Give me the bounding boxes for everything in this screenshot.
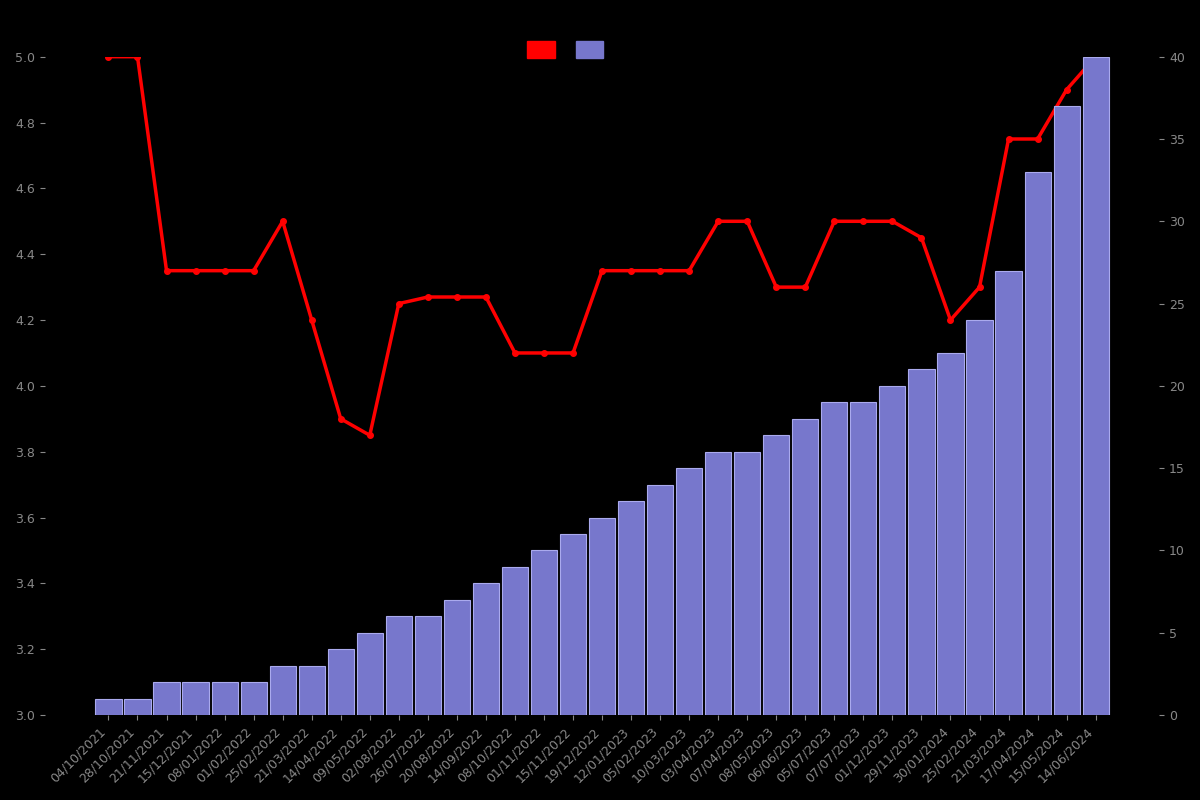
Bar	[328, 650, 354, 715]
Bar	[1082, 57, 1109, 715]
Bar	[560, 534, 586, 715]
Bar	[299, 666, 325, 715]
Legend: , : ,	[523, 38, 614, 62]
Bar	[734, 452, 761, 715]
Bar	[966, 320, 992, 715]
Bar	[676, 468, 702, 715]
Bar	[706, 452, 731, 715]
Bar	[908, 370, 935, 715]
Bar	[880, 386, 906, 715]
Bar	[385, 616, 412, 715]
Bar	[821, 402, 847, 715]
Bar	[240, 682, 266, 715]
Bar	[530, 550, 557, 715]
Bar	[996, 270, 1021, 715]
Bar	[270, 666, 295, 715]
Bar	[1054, 106, 1080, 715]
Bar	[182, 682, 209, 715]
Bar	[211, 682, 238, 715]
Bar	[502, 567, 528, 715]
Bar	[1025, 172, 1051, 715]
Bar	[473, 583, 499, 715]
Bar	[851, 402, 876, 715]
Bar	[937, 353, 964, 715]
Bar	[589, 518, 616, 715]
Bar	[444, 600, 470, 715]
Bar	[356, 633, 383, 715]
Bar	[125, 698, 150, 715]
Bar	[415, 616, 440, 715]
Bar	[647, 485, 673, 715]
Bar	[95, 698, 121, 715]
Bar	[154, 682, 180, 715]
Bar	[792, 419, 818, 715]
Bar	[763, 435, 790, 715]
Bar	[618, 501, 644, 715]
